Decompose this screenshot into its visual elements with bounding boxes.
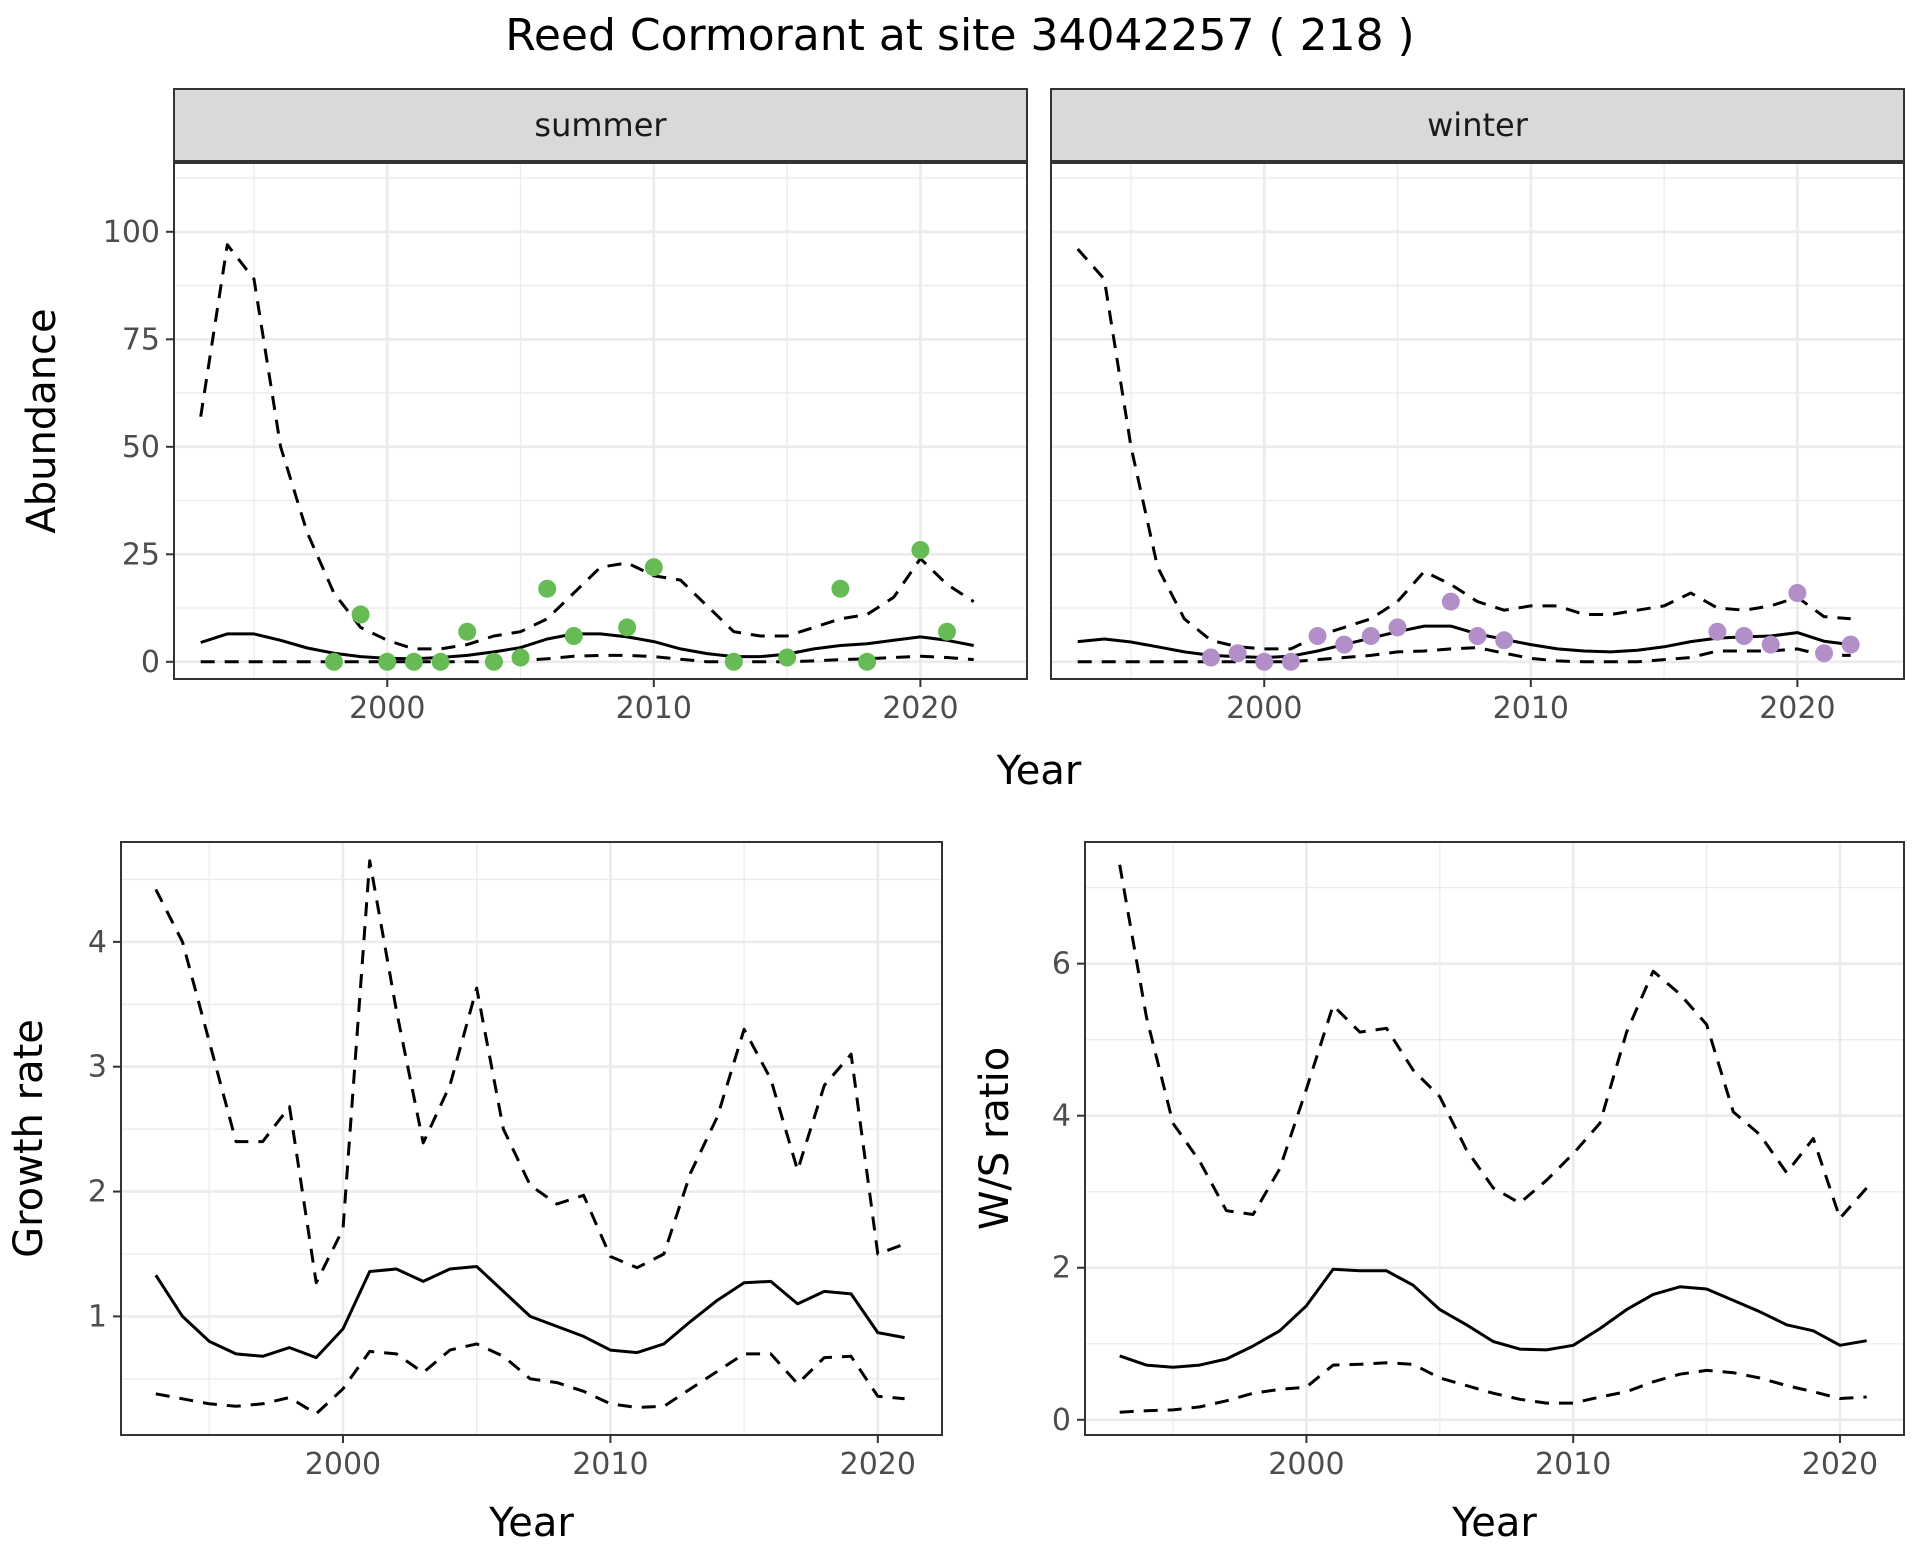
observed-point bbox=[351, 605, 370, 624]
observed-point bbox=[831, 579, 850, 598]
growth-x-tick-label: 2010 bbox=[572, 1447, 648, 1482]
observed-point bbox=[1468, 627, 1487, 645]
abundance-x-tick-label: 2000 bbox=[1226, 691, 1302, 726]
observed-point bbox=[1281, 652, 1300, 671]
growth-y-tick-label: 2 bbox=[88, 1175, 107, 1210]
ratio-x-axis-title: Year bbox=[1451, 1500, 1537, 1546]
growth-panel: 2000 2010 2020 1 2 3 4 Year Growth rate bbox=[6, 841, 943, 1546]
abundance-y-tick-label: 100 bbox=[103, 215, 160, 250]
estimate-line bbox=[154, 1265, 905, 1360]
observed-point bbox=[1388, 618, 1407, 637]
abundance-panel-summer: summer 2000 2010 2020 0 25 50 75 100 bbox=[103, 88, 1028, 726]
ratio-y-tick-label: 6 bbox=[1052, 947, 1071, 982]
panel-border bbox=[173, 162, 1028, 680]
abundance-x-tick-label: 2010 bbox=[616, 691, 692, 726]
abundance-y-tick-label: 25 bbox=[122, 537, 160, 572]
observed-point bbox=[1335, 635, 1354, 654]
abundance-y-tick-label: 75 bbox=[122, 322, 160, 357]
observed-point bbox=[911, 541, 930, 559]
observed-point bbox=[1201, 648, 1220, 667]
ratio-x-tick-label: 2020 bbox=[1802, 1447, 1878, 1482]
observed-point bbox=[1841, 635, 1860, 654]
facet-strip bbox=[1050, 88, 1905, 162]
ratio-y-tick-label: 0 bbox=[1052, 1403, 1071, 1438]
figure-title: Reed Cormorant at site 34042257 ( 218 ) bbox=[505, 10, 1414, 61]
upper-bound-line bbox=[1118, 864, 1868, 1220]
ratio-y-axis-title: W/S ratio bbox=[972, 1047, 1018, 1230]
observed-point bbox=[1788, 584, 1807, 602]
upper-bound-line bbox=[199, 243, 975, 651]
observed-point bbox=[431, 652, 450, 671]
growth-y-tick-label: 4 bbox=[88, 925, 107, 960]
ratio-x-tick-label: 2000 bbox=[1268, 1447, 1344, 1482]
lower-bound-line bbox=[1077, 646, 1851, 664]
observed-point bbox=[1708, 622, 1727, 641]
observed-point bbox=[1761, 635, 1780, 654]
observed-point bbox=[858, 652, 877, 671]
estimate-line bbox=[200, 632, 974, 661]
observed-point bbox=[1228, 644, 1247, 663]
observed-point bbox=[644, 558, 663, 577]
upper-bound-line bbox=[1076, 248, 1851, 651]
observed-point bbox=[484, 652, 503, 671]
abundance-y-axis-title: Abundance bbox=[19, 308, 65, 533]
facet-strip-label: winter bbox=[1427, 106, 1529, 144]
observed-point bbox=[538, 579, 557, 598]
estimate-line bbox=[1077, 624, 1851, 659]
observed-point bbox=[1308, 627, 1327, 645]
growth-x-tick-label: 2020 bbox=[840, 1447, 916, 1482]
abundance-y-tick-label: 0 bbox=[141, 645, 160, 680]
lower-bound-line bbox=[155, 1342, 905, 1416]
observed-point bbox=[1495, 631, 1514, 650]
facet-strip bbox=[173, 88, 1028, 162]
growth-y-axis-title: Growth rate bbox=[6, 1019, 52, 1258]
upper-bound-line bbox=[154, 859, 906, 1285]
observed-point bbox=[1361, 627, 1380, 645]
observed-point bbox=[724, 652, 743, 671]
observed-point bbox=[458, 622, 477, 641]
growth-x-axis-title: Year bbox=[488, 1500, 574, 1546]
ratio-y-tick-label: 4 bbox=[1052, 1099, 1071, 1134]
abundance-x-tick-label: 2000 bbox=[349, 691, 425, 726]
estimate-line bbox=[1119, 1267, 1867, 1369]
observed-point bbox=[618, 618, 637, 637]
observed-point bbox=[778, 648, 797, 667]
ratio-panel: 2000 2010 2020 0 2 4 6 Year W/S ratio bbox=[972, 841, 1905, 1546]
panel-border bbox=[120, 841, 943, 1436]
panel-border bbox=[1050, 162, 1905, 680]
observed-point bbox=[1255, 652, 1274, 671]
observed-point bbox=[324, 652, 343, 671]
lower-bound-line bbox=[1119, 1361, 1867, 1414]
abundance-panel-winter: winter 2000 2010 2020 bbox=[1050, 88, 1905, 726]
facet-strip-label: summer bbox=[534, 106, 667, 144]
observed-point bbox=[1735, 627, 1754, 645]
observed-point bbox=[404, 652, 423, 671]
observed-point bbox=[1815, 644, 1834, 663]
growth-y-tick-label: 3 bbox=[88, 1050, 107, 1085]
abundance-x-axis-title: Year bbox=[996, 748, 1082, 794]
abundance-x-tick-label: 2010 bbox=[1493, 691, 1569, 726]
observed-point bbox=[511, 648, 530, 667]
observed-point bbox=[1441, 592, 1460, 611]
abundance-y-tick-label: 50 bbox=[122, 430, 160, 465]
abundance-x-tick-label: 2020 bbox=[882, 691, 958, 726]
growth-y-tick-label: 1 bbox=[88, 1299, 107, 1334]
ratio-y-tick-label: 2 bbox=[1052, 1251, 1071, 1286]
ratio-x-tick-label: 2010 bbox=[1535, 1447, 1611, 1482]
observed-point bbox=[938, 622, 957, 641]
panel-border bbox=[1084, 841, 1905, 1436]
observed-point bbox=[564, 627, 583, 645]
abundance-x-tick-label: 2020 bbox=[1759, 691, 1835, 726]
growth-x-tick-label: 2000 bbox=[305, 1447, 381, 1482]
observed-point bbox=[378, 652, 397, 671]
